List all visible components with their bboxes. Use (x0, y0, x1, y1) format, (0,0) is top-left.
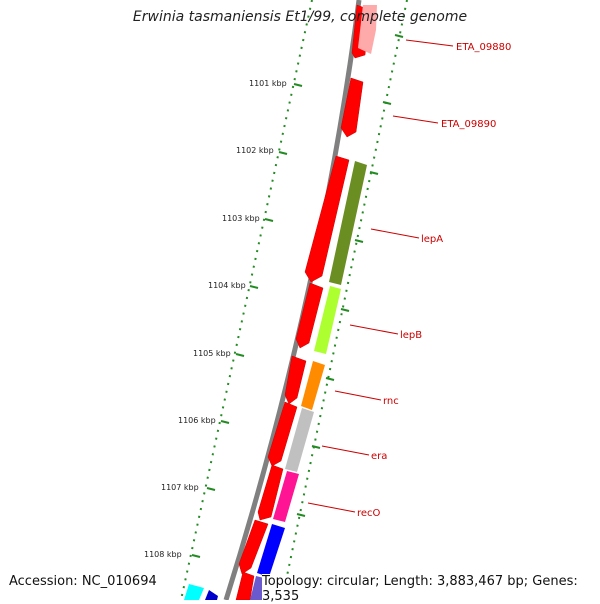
leader-line (334, 390, 382, 401)
tick-label: 1104 kbp (208, 281, 246, 290)
tick-mark (394, 34, 404, 38)
tick-mark (354, 239, 364, 243)
tick-mark (325, 377, 335, 381)
label-leaders (307, 39, 454, 513)
tick-label: 1106 kbp (178, 416, 216, 425)
gene-label-lepb: lepB (400, 330, 422, 341)
tick-mark (249, 285, 259, 289)
forward-cds-track (235, 4, 371, 600)
gene-label-eta-09890: ETA_09890 (441, 119, 496, 130)
leader-line (321, 445, 370, 456)
gene-arrow (340, 77, 364, 138)
tick-mark (311, 445, 321, 449)
rnc-gene (301, 361, 325, 410)
tick-label: 1107 kbp (161, 483, 199, 492)
blue-gene (257, 524, 285, 577)
gene-label-eta-09880: ETA_09880 (456, 42, 511, 53)
tick-label: 1103 kbp (222, 214, 260, 223)
map-title: Erwinia tasmaniensis Et1/99, complete ge… (132, 9, 468, 25)
reco-gene (273, 471, 299, 522)
lepa-gene (329, 161, 367, 285)
tick-mark (220, 420, 230, 424)
tick-mark (293, 83, 303, 87)
era-gene (285, 408, 314, 472)
gene-arrow (295, 282, 324, 349)
tick-label: 1101 kbp (249, 79, 287, 88)
leader-line (349, 324, 399, 335)
gene-labels: ETA_09880 ETA_09890 lepA lepB rnc era re… (357, 42, 511, 519)
leader-line (405, 39, 454, 47)
tick-label: 1105 kbp (193, 349, 231, 358)
gene-arrow (235, 571, 255, 600)
gene-label-era: era (371, 451, 387, 462)
gene-arrow (267, 401, 298, 467)
leader-line (392, 115, 439, 124)
faded-gene-arrow (358, 5, 377, 54)
gene-label-reco: recO (357, 508, 381, 519)
outer-tick-marks (296, 34, 404, 517)
gene-arrow (284, 355, 307, 405)
tick-marks (191, 83, 303, 558)
tick-labels: 1101 kbp 1102 kbp 1103 kbp 1104 kbp 1105… (144, 79, 287, 559)
gene-arrow (304, 155, 350, 283)
tick-label: 1108 kbp (144, 550, 182, 559)
cyan-gene (184, 584, 204, 600)
gene-label-rnc: rnc (383, 396, 399, 407)
tick-mark (264, 218, 274, 222)
tick-mark (340, 308, 350, 312)
lepb-gene (314, 286, 341, 354)
topology-text: Topology: circular; Length: 3,883,467 bp… (262, 574, 600, 604)
tick-mark (278, 151, 288, 155)
tick-mark (296, 513, 306, 517)
gene-arrow (257, 464, 284, 521)
blue-gene-small (205, 590, 218, 600)
leader-line (307, 502, 356, 513)
genome-backbone (223, 0, 362, 600)
tick-mark (191, 554, 201, 558)
accession-text: Accession: NC_010694 (9, 574, 157, 589)
tick-label: 1102 kbp (236, 146, 274, 155)
gene-arrow (238, 519, 269, 575)
tick-mark (382, 101, 392, 105)
leader-line (370, 228, 420, 239)
tick-mark (235, 353, 245, 357)
inner-ruler (180, 0, 313, 600)
tick-mark (369, 171, 379, 175)
tick-mark (206, 487, 216, 491)
gene-label-lepa: lepA (421, 234, 443, 245)
